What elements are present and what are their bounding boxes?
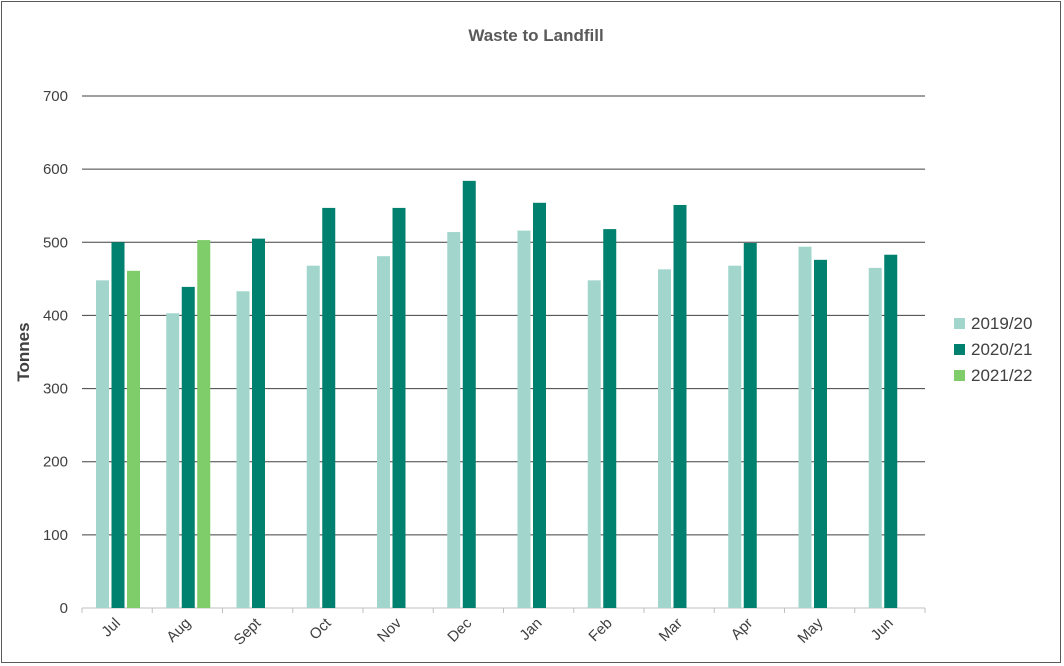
y-tick-label: 200 — [43, 454, 68, 471]
bar-2019-20-jan — [517, 230, 531, 608]
x-tick-label: Aug — [163, 615, 194, 646]
y-axis-label: Tonnes — [14, 322, 33, 381]
bar-2020-21-apr — [743, 243, 757, 608]
bar-2020-21-jan — [533, 202, 546, 608]
bar-2019-20-may — [798, 246, 812, 608]
bar-2020-21-jun — [884, 254, 898, 608]
bar-2020-21-mar — [673, 204, 687, 609]
bar-2021-22-jul — [127, 270, 140, 608]
bar-2019-20-oct — [306, 265, 320, 608]
bar-2020-21-aug — [181, 286, 195, 608]
legend-swatch — [954, 370, 965, 381]
legend-label: 2019/20 — [971, 314, 1032, 333]
y-tick-label: 700 — [43, 88, 68, 105]
bar-2021-22-aug — [197, 240, 211, 608]
chart-title: Waste to Landfill — [468, 26, 603, 45]
bar-2019-20-feb — [587, 280, 601, 608]
bar-2020-21-nov — [392, 207, 406, 608]
bar-2019-20-apr — [728, 265, 742, 608]
x-tick-label: Apr — [728, 615, 757, 644]
y-axis-ticks: 0 100 200 300 400 500 600 700 — [43, 88, 68, 617]
legend-label: 2020/21 — [971, 340, 1032, 359]
bar-2019-20-nov — [377, 256, 390, 608]
x-tick-label: Nov — [374, 614, 405, 645]
x-tick-label: Jan — [516, 615, 545, 644]
bar-2019-20-jun — [868, 267, 882, 608]
legend: 2019/20 2020/21 2021/22 — [954, 314, 1032, 385]
x-tick-label: Jun — [868, 615, 897, 644]
x-tick-label: Mar — [656, 615, 686, 645]
x-tick-label: Feb — [585, 615, 615, 645]
y-tick-label: 400 — [43, 307, 68, 324]
bar-2020-21-may — [814, 259, 827, 608]
legend-swatch — [954, 344, 965, 355]
y-tick-label: 300 — [43, 381, 68, 398]
y-tick-label: 600 — [43, 161, 68, 178]
bars — [96, 180, 898, 609]
bar-2020-21-feb — [603, 229, 617, 608]
bar-2020-21-dec — [462, 180, 476, 609]
y-tick-label: 500 — [43, 234, 68, 251]
bar-2020-21-sept — [252, 238, 265, 608]
bar-2019-20-dec — [447, 232, 461, 608]
x-tick-label: Sept — [231, 614, 265, 648]
x-tick-label: Oct — [306, 614, 335, 643]
bar-2019-20-mar — [658, 269, 671, 608]
bar-2020-21-jul — [111, 242, 125, 609]
y-tick-label: 100 — [43, 527, 68, 544]
bar-2019-20-jul — [96, 280, 109, 608]
gridlines — [81, 95, 926, 613]
legend-swatch — [954, 318, 965, 329]
x-tick-label: Dec — [444, 614, 475, 645]
x-tick-label: May — [794, 614, 826, 646]
bar-2019-20-sept — [236, 291, 250, 608]
legend-label: 2021/22 — [971, 366, 1032, 385]
x-axis-ticks: Jul Aug Sept Oct Nov Dec Jan Feb Mar Apr May Jun — [98, 614, 896, 648]
y-tick-label: 0 — [60, 600, 68, 617]
x-tick-label: Jul — [98, 615, 124, 641]
bar-2019-20-aug — [166, 313, 180, 608]
bar-2020-21-oct — [322, 207, 336, 608]
